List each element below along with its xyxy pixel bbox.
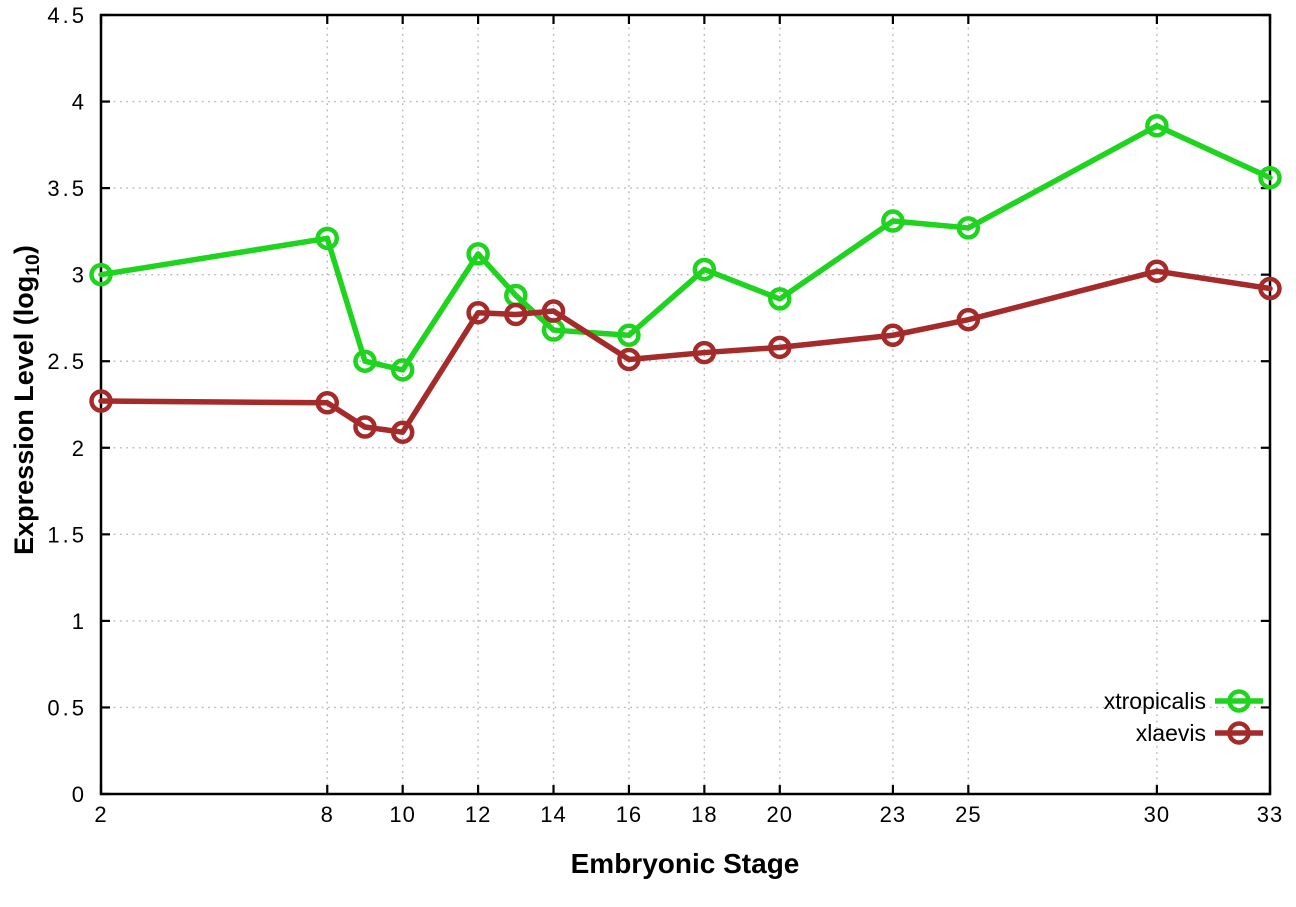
y-tick-label: 1 (72, 609, 87, 634)
data-point-xlaevis (768, 335, 792, 360)
data-point-xlaevis (541, 299, 566, 323)
y-tick-label: 3 (72, 263, 87, 288)
data-point-xlaevis (881, 323, 905, 348)
data-point-xlaevis (956, 307, 981, 332)
data-point-xtropicalis (466, 242, 490, 266)
data-point-xlaevis (1258, 276, 1282, 301)
x-tick-label: 16 (616, 802, 642, 827)
y-tick-label: 0 (72, 782, 87, 807)
series-line-xlaevis (98, 268, 1273, 435)
legend-label-xtropicalis: xtropicalis (1104, 688, 1206, 714)
x-tick-label: 30 (1144, 802, 1170, 827)
y-tick-label: 1.5 (47, 522, 87, 547)
y-axis-title-subscript: 10 (22, 254, 45, 276)
legend-label-xlaevis: xlaevis (1136, 720, 1206, 746)
x-axis-title: Embryonic Stage (570, 848, 800, 879)
y-axis-title: Expression Level (log10) (9, 245, 45, 555)
data-point-xtropicalis (617, 323, 641, 348)
y-tick-label: 4.5 (47, 3, 87, 28)
x-tick-label: 12 (465, 802, 491, 827)
data-point-xlaevis (466, 301, 490, 325)
data-point-xtropicalis (353, 349, 377, 373)
legend-marker-icon-xtropicalis (1227, 689, 1251, 713)
x-tick-label: 14 (540, 802, 566, 827)
data-point-xtropicalis (956, 216, 981, 240)
x-tick-label: 8 (321, 802, 334, 827)
data-point-xtropicalis (768, 287, 792, 311)
x-tick-label: 10 (389, 802, 415, 827)
data-point-xtropicalis (390, 358, 415, 382)
series-line-xtropicalis (98, 123, 1273, 373)
legend-marker-icon-xlaevis (1227, 721, 1251, 745)
data-point-xlaevis (1145, 259, 1169, 283)
data-point-xlaevis (692, 340, 717, 365)
y-tick-label: 0.5 (47, 695, 87, 720)
x-tick-label: 33 (1257, 802, 1283, 827)
y-tick-label: 2 (72, 436, 87, 461)
x-tick-label: 25 (955, 802, 981, 827)
data-point-xlaevis (390, 420, 415, 444)
y-tick-label: 4 (72, 90, 87, 115)
x-tick-label: 2 (94, 802, 107, 827)
data-point-xtropicalis (1258, 165, 1282, 190)
plot-border (99, 13, 1272, 796)
y-axis-title-text: Expression Level (log (8, 275, 39, 555)
data-point-xlaevis (89, 389, 113, 413)
data-point-xtropicalis (692, 257, 717, 282)
y-tick-label: 2.5 (47, 349, 87, 374)
data-point-xlaevis (353, 415, 377, 439)
data-point-xtropicalis (1145, 114, 1169, 138)
y-tick-label: 3.5 (47, 176, 87, 201)
data-point-xlaevis (617, 347, 641, 372)
y-axis-title-suffix: ) (8, 245, 39, 255)
data-point-xtropicalis (881, 209, 905, 233)
data-point-xlaevis (315, 391, 340, 415)
data-point-xlaevis (504, 302, 528, 327)
data-point-xtropicalis (89, 262, 113, 287)
data-point-xtropicalis (315, 226, 340, 251)
x-tick-label: 23 (880, 802, 906, 827)
x-tick-label: 18 (691, 802, 717, 827)
x-tick-label: 20 (767, 802, 793, 827)
